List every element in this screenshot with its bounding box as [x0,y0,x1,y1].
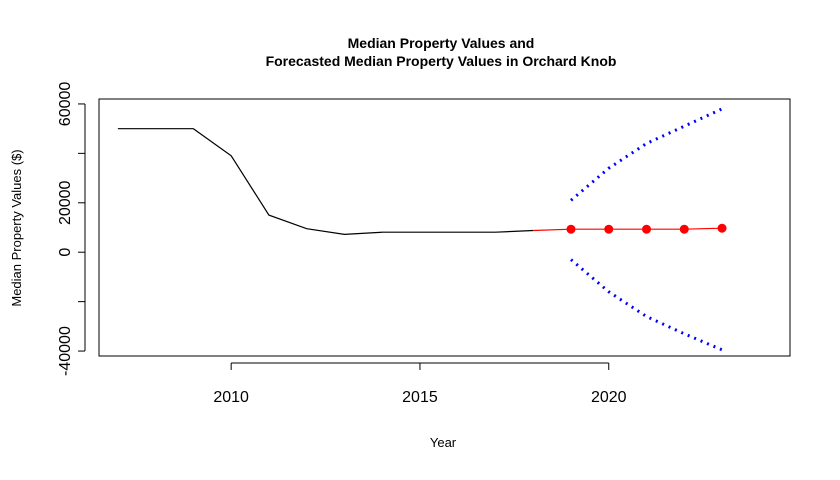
forecast-point [566,224,576,234]
series-line-2 [533,227,723,232]
y-tick-label: 60000 [57,82,74,127]
x-tick-label: 2015 [402,389,438,406]
chart-title-line-1: Median Property Values and [348,35,535,51]
forecast-point [642,224,652,234]
series-line-3 [570,107,723,202]
forecast-point [679,224,689,234]
forecast-point [604,224,614,234]
y-tick-label: -40000 [57,326,74,376]
x-tick-label: 2020 [591,389,627,406]
plot-frame [98,98,791,357]
series-line-4 [570,258,723,352]
y-tick-label: 20000 [57,180,74,225]
forecast-point [717,223,727,233]
chart-title-line-2: Forecasted Median Property Values in Orc… [266,53,617,69]
y-tick-label: 0 [57,248,74,257]
plot-area: 2010 2015 2020 -40000 0 20000 60000 [57,82,791,406]
y-axis-label: Median Property Values ($) [9,149,24,306]
x-axis-label: Year [430,435,457,450]
x-tick-label: 2010 [213,389,249,406]
series-line-1 [117,128,534,236]
